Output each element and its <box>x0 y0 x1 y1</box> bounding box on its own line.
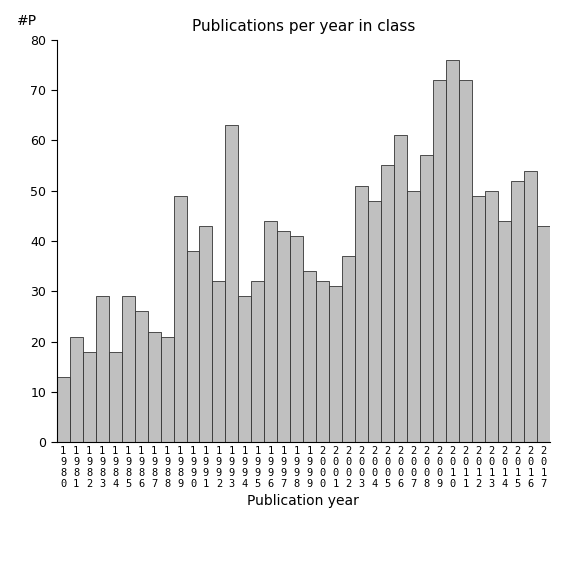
Bar <box>290 236 303 442</box>
Bar <box>57 377 70 442</box>
Bar <box>342 256 356 442</box>
Bar <box>420 155 433 442</box>
Bar <box>316 281 329 442</box>
Bar <box>381 166 394 442</box>
Bar <box>121 297 134 442</box>
Bar <box>433 80 446 442</box>
Bar <box>174 196 187 442</box>
Bar <box>511 180 524 442</box>
Bar <box>239 297 251 442</box>
Bar <box>537 226 550 442</box>
Bar <box>472 196 485 442</box>
Bar <box>407 191 420 442</box>
Bar <box>226 125 239 442</box>
Bar <box>485 191 498 442</box>
Bar <box>96 297 109 442</box>
Bar <box>498 221 511 442</box>
Title: Publications per year in class: Publications per year in class <box>192 19 415 35</box>
Bar <box>213 281 226 442</box>
Bar <box>147 332 160 442</box>
Bar <box>303 271 316 442</box>
Bar <box>187 251 200 442</box>
Y-axis label: #P: #P <box>17 14 37 28</box>
Bar <box>524 171 537 442</box>
Bar <box>83 352 96 442</box>
X-axis label: Publication year: Publication year <box>247 494 359 509</box>
Bar <box>251 281 264 442</box>
Bar <box>394 136 407 442</box>
Bar <box>200 226 213 442</box>
Bar <box>264 221 277 442</box>
Bar <box>277 231 290 442</box>
Bar <box>356 185 368 442</box>
Bar <box>134 311 147 442</box>
Bar <box>329 286 342 442</box>
Bar <box>160 337 174 442</box>
Bar <box>70 337 83 442</box>
Bar <box>459 80 472 442</box>
Bar <box>368 201 381 442</box>
Bar <box>109 352 121 442</box>
Bar <box>446 60 459 442</box>
